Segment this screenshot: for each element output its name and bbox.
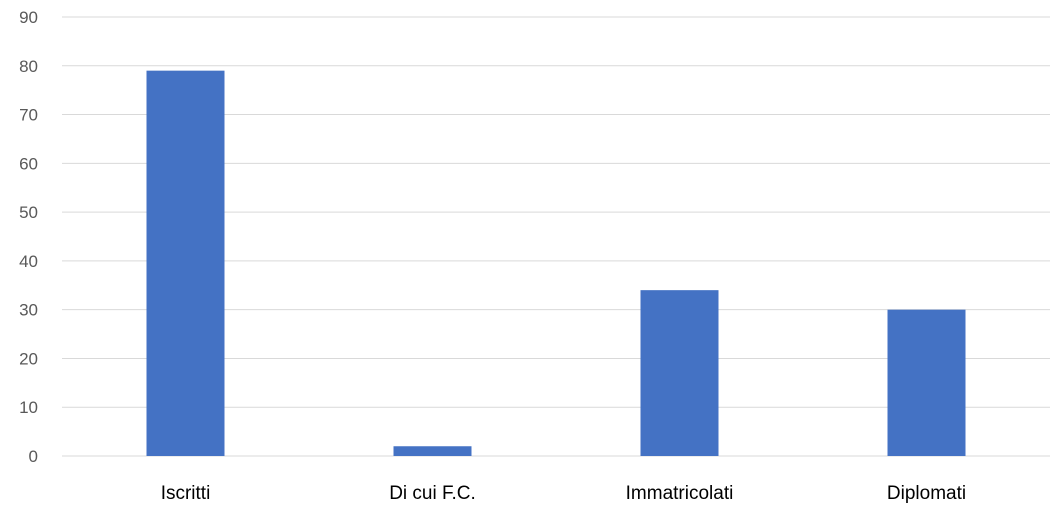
x-category-label: Diplomati <box>887 483 966 504</box>
y-tick-label: 90 <box>19 8 38 27</box>
bar-immatricolati <box>640 290 719 456</box>
y-tick-label: 70 <box>19 106 38 125</box>
y-tick-label: 10 <box>19 398 38 417</box>
bars <box>146 70 966 457</box>
x-category-label: Immatricolati <box>626 483 734 504</box>
y-tick-label: 20 <box>19 349 38 368</box>
y-axis-ticks: 0 10 20 30 40 50 60 70 80 90 <box>19 8 38 466</box>
y-tick-label: 40 <box>19 252 38 271</box>
y-tick-label: 0 <box>29 447 38 466</box>
y-tick-label: 80 <box>19 57 38 76</box>
y-tick-label: 30 <box>19 301 38 320</box>
gridlines <box>62 16 1050 457</box>
x-category-label: Iscritti <box>161 483 211 504</box>
x-axis-categories: Iscritti Di cui F.C. Immatricolati Diplomat… <box>161 483 966 504</box>
x-category-label: Di cui F.C. <box>389 483 476 504</box>
bar-di-cui-f-c <box>393 446 472 456</box>
y-tick-label: 60 <box>19 154 38 173</box>
bar-iscritti <box>146 70 225 457</box>
bar-diplomati <box>887 309 966 456</box>
y-tick-label: 50 <box>19 203 38 222</box>
